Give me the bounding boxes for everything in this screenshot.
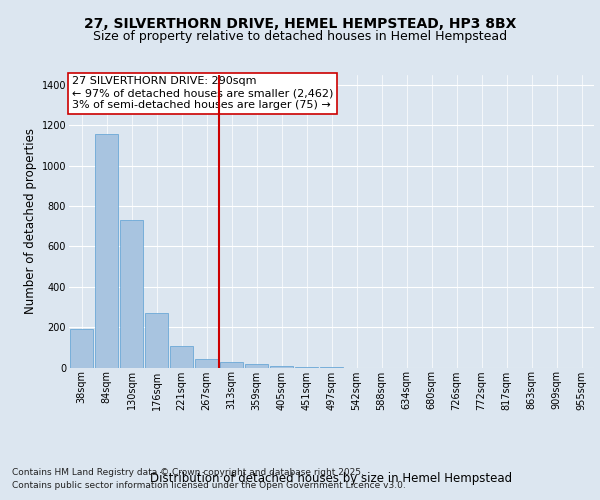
Text: Contains public sector information licensed under the Open Government Licence v3: Contains public sector information licen…: [12, 480, 406, 490]
Bar: [120, 220, 143, 368]
Bar: [95, 134, 118, 368]
Y-axis label: Number of detached properties: Number of detached properties: [25, 128, 37, 314]
Text: Size of property relative to detached houses in Hemel Hempstead: Size of property relative to detached ho…: [93, 30, 507, 43]
Text: Contains HM Land Registry data © Crown copyright and database right 2025.: Contains HM Land Registry data © Crown c…: [12, 468, 364, 477]
X-axis label: Distribution of detached houses by size in Hemel Hempstead: Distribution of detached houses by size …: [151, 472, 512, 486]
Text: 27 SILVERTHORN DRIVE: 290sqm
← 97% of detached houses are smaller (2,462)
3% of : 27 SILVERTHORN DRIVE: 290sqm ← 97% of de…: [71, 76, 333, 110]
Bar: [245, 364, 268, 368]
Bar: [270, 366, 293, 368]
Bar: [220, 362, 243, 368]
Text: 27, SILVERTHORN DRIVE, HEMEL HEMPSTEAD, HP3 8BX: 27, SILVERTHORN DRIVE, HEMEL HEMPSTEAD, …: [84, 18, 516, 32]
Bar: [195, 360, 218, 368]
Bar: [70, 328, 93, 368]
Bar: [170, 346, 193, 368]
Bar: [145, 314, 168, 368]
